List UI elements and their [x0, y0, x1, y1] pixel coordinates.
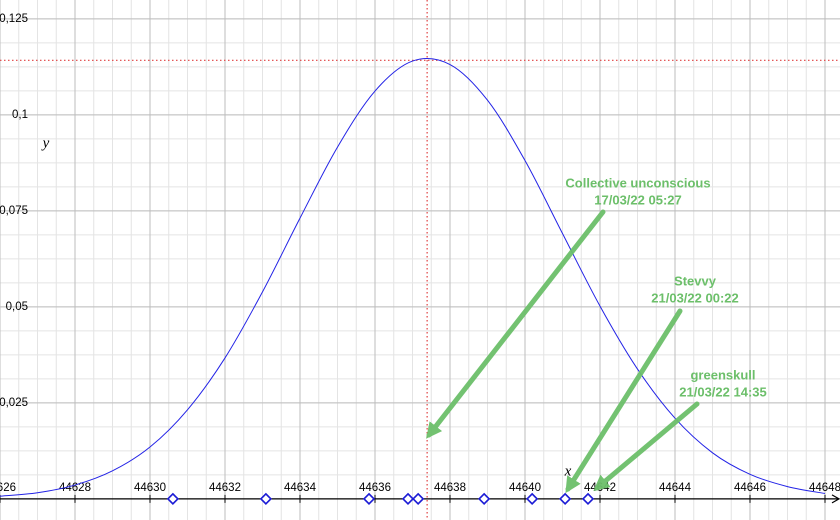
- annotation-title: Collective unconscious: [565, 175, 710, 190]
- y-axis-label: y: [41, 135, 50, 151]
- annotation-title: greenskull: [690, 367, 755, 382]
- data-point: [411, 492, 425, 506]
- x-tick-label: 44644: [659, 482, 692, 494]
- data-point: [166, 492, 180, 506]
- annotation-date: 21/03/22 00:22: [651, 290, 738, 305]
- y-tick-label: 0,075: [0, 205, 28, 217]
- x-tick-label: 44646: [734, 482, 766, 494]
- x-tick-label: 44640: [509, 482, 541, 494]
- x-tick-label: 44628: [59, 482, 91, 494]
- y-tick-label: 0,05: [6, 301, 28, 313]
- x-tick-label: 44632: [209, 482, 241, 494]
- x-axis-arrow: [831, 494, 840, 504]
- x-tick-label: 44630: [134, 482, 166, 494]
- data-point: [259, 492, 273, 506]
- annotation-arrow: [426, 209, 606, 439]
- data-point: [558, 492, 572, 506]
- annotation-title: Stevvy: [674, 273, 717, 288]
- y-tick-label: 0,025: [0, 397, 28, 409]
- annotation-date: 21/03/22 14:35: [679, 384, 766, 399]
- data-point: [362, 492, 376, 506]
- x-axis-label: x: [564, 463, 572, 479]
- x-tick-label: 44636: [359, 482, 391, 494]
- data-point: [525, 492, 539, 506]
- y-tick-label: 0,1: [12, 109, 28, 121]
- data-point: [581, 492, 595, 506]
- data-point: [477, 492, 491, 506]
- annotation-date: 17/03/22 05:27: [594, 192, 681, 207]
- annotation-arrow: [565, 308, 683, 494]
- x-tick-label: 44634: [284, 482, 317, 494]
- x-tick-label: 44648: [809, 482, 840, 494]
- x-tick-label: 44638: [434, 482, 466, 494]
- x-tick-label: 44626: [0, 482, 16, 494]
- y-tick-label: 0,125: [0, 13, 28, 25]
- data-point: [401, 492, 415, 506]
- annotation-arrow: [593, 401, 700, 492]
